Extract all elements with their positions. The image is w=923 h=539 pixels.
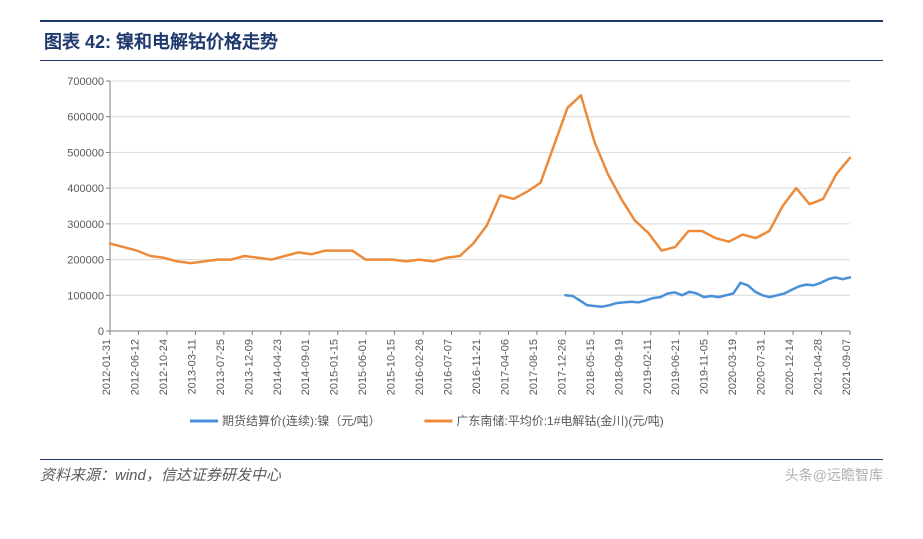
svg-text:2017-08-15: 2017-08-15 bbox=[528, 339, 540, 395]
svg-text:2013-07-25: 2013-07-25 bbox=[215, 339, 227, 395]
svg-text:2021-09-07: 2021-09-07 bbox=[841, 339, 853, 395]
price-trend-chart: 0 100000 200000 300000 400000 500000 600000 700… bbox=[40, 71, 860, 451]
svg-text:2019-06-21: 2019-06-21 bbox=[670, 339, 682, 395]
svg-text:2014-09-01: 2014-09-01 bbox=[300, 339, 312, 395]
svg-text:300000: 300000 bbox=[67, 219, 104, 231]
svg-text:广东南储:平均价:1#电解钴(金川)(元/吨): 广东南储:平均价:1#电解钴(金川)(元/吨) bbox=[456, 413, 663, 428]
chart-title: 图表 42: 镍和电解钴价格走势 bbox=[44, 32, 278, 52]
svg-text:2013-12-09: 2013-12-09 bbox=[243, 339, 255, 395]
svg-text:2015-10-15: 2015-10-15 bbox=[386, 339, 398, 395]
svg-text:2012-01-31: 2012-01-31 bbox=[101, 339, 113, 395]
svg-text:2012-06-12: 2012-06-12 bbox=[129, 339, 141, 395]
svg-text:600000: 600000 bbox=[67, 112, 104, 124]
svg-text:2020-12-14: 2020-12-14 bbox=[784, 339, 796, 395]
svg-text:2017-12-26: 2017-12-26 bbox=[556, 339, 568, 395]
svg-text:2018-09-19: 2018-09-19 bbox=[613, 339, 625, 395]
svg-text:期货结算价(连续):镍（元/吨）: 期货结算价(连续):镍（元/吨） bbox=[222, 413, 381, 428]
svg-text:2019-11-05: 2019-11-05 bbox=[699, 339, 711, 394]
chart-title-bar: 图表 42: 镍和电解钴价格走势 bbox=[40, 20, 883, 61]
svg-text:2017-04-06: 2017-04-06 bbox=[499, 339, 511, 395]
svg-text:2014-04-23: 2014-04-23 bbox=[272, 339, 284, 395]
svg-text:2016-11-21: 2016-11-21 bbox=[471, 339, 483, 394]
svg-text:2020-07-31: 2020-07-31 bbox=[756, 339, 768, 395]
svg-text:2015-01-15: 2015-01-15 bbox=[329, 339, 341, 395]
svg-text:2019-02-11: 2019-02-11 bbox=[642, 339, 654, 394]
source-text: 资料来源：wind，信达证券研发中心 bbox=[40, 464, 281, 485]
svg-text:2013-03-11: 2013-03-11 bbox=[186, 339, 198, 394]
svg-text:200000: 200000 bbox=[67, 255, 104, 267]
svg-text:2016-02-26: 2016-02-26 bbox=[414, 339, 426, 395]
svg-text:500000: 500000 bbox=[67, 147, 104, 159]
svg-text:400000: 400000 bbox=[67, 183, 104, 195]
svg-text:700000: 700000 bbox=[67, 76, 104, 88]
source-row: 资料来源：wind，信达证券研发中心 头条@远瞻智库 bbox=[40, 459, 883, 485]
svg-text:2015-06-01: 2015-06-01 bbox=[357, 339, 369, 395]
svg-text:2020-03-19: 2020-03-19 bbox=[727, 339, 739, 395]
svg-text:2016-07-07: 2016-07-07 bbox=[443, 339, 455, 395]
svg-text:2012-10-24: 2012-10-24 bbox=[158, 339, 170, 395]
svg-text:2021-04-28: 2021-04-28 bbox=[813, 339, 825, 395]
svg-text:100000: 100000 bbox=[67, 290, 104, 302]
watermark-text: 头条@远瞻智库 bbox=[785, 465, 883, 485]
svg-text:0: 0 bbox=[98, 326, 104, 338]
svg-text:2018-05-15: 2018-05-15 bbox=[585, 339, 597, 395]
